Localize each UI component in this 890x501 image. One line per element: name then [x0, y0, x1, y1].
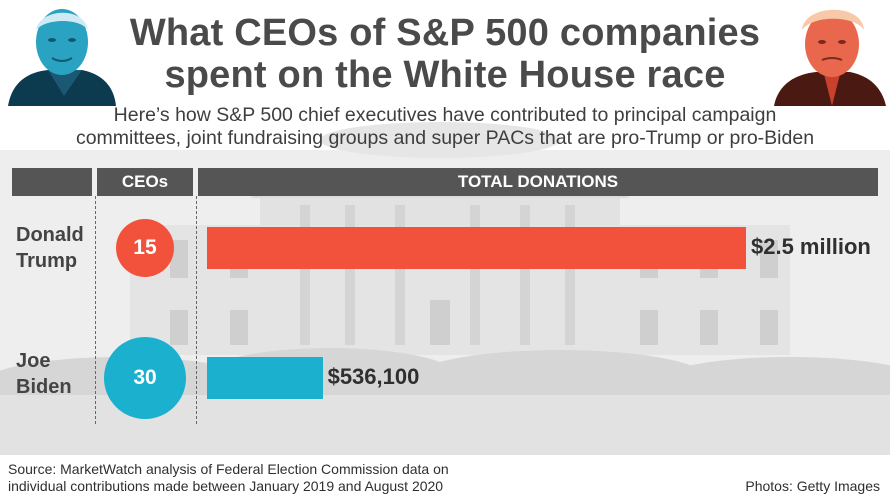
trump-photo [770, 0, 888, 106]
biden-photo [6, 0, 118, 106]
ceos-column-header: CEOs [121, 172, 169, 191]
subtitle-line-1: Here’s how S&P 500 chief executives have… [113, 104, 777, 126]
subtitle-line-2: committees, joint fundraising groups and… [75, 127, 815, 149]
title-line-1: What CEOs of S&P 500 companies [129, 12, 761, 54]
header-bar-donations [198, 168, 878, 196]
header-bar-ceos [97, 168, 193, 196]
source-line-1: Source: MarketWatch analysis of Federal … [8, 461, 449, 477]
donations-column-header: TOTAL DONATIONS [457, 172, 619, 191]
row-name-trump: Donald Trump [16, 222, 84, 274]
donation-bar-biden [207, 357, 323, 399]
row-name-line: Joe [16, 350, 51, 372]
donation-bar-trump [207, 227, 746, 269]
row-name-line: Biden [16, 376, 72, 398]
ceo-count-circle-trump: 15 [116, 219, 174, 277]
row-name-biden: Joe Biden [16, 348, 72, 400]
donation-label-biden: $536,100 [327, 364, 420, 389]
chart-subtitle: Here’s how S&P 500 chief executives have… [20, 104, 870, 150]
chart-title: What CEOs of S&P 500 companies spent on … [100, 12, 790, 96]
source-line-2: individual contributions made between Ja… [8, 478, 444, 494]
row-name-line: Trump [16, 250, 78, 272]
row-name-line: Donald [16, 224, 84, 246]
photo-credit: Photos: Getty Images [745, 478, 880, 494]
column-divider [196, 196, 197, 424]
source-note: Source: MarketWatch analysis of Federal … [8, 461, 508, 495]
header-bar-names [12, 168, 92, 196]
column-divider [95, 196, 96, 424]
donation-label-trump: $2.5 million [751, 234, 871, 259]
title-line-2: spent on the White House race [164, 54, 726, 96]
ceo-count-circle-biden: 30 [104, 337, 186, 419]
